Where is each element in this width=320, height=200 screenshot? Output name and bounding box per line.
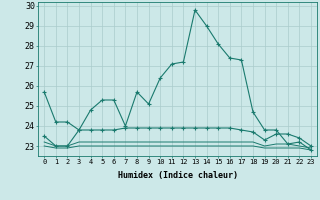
X-axis label: Humidex (Indice chaleur): Humidex (Indice chaleur): [118, 171, 238, 180]
